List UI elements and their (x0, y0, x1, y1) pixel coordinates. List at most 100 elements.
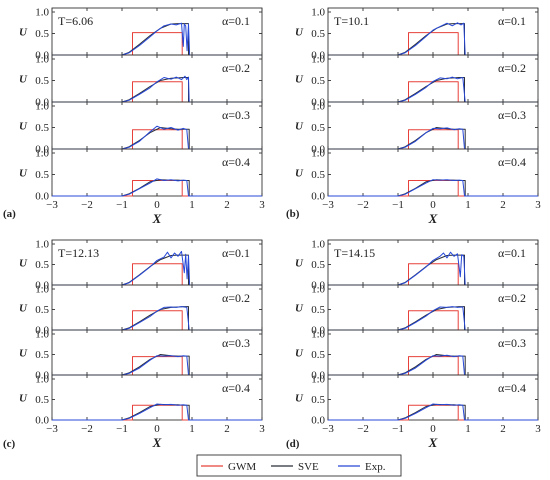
y-tick-label: 0.0 (311, 280, 325, 292)
series-line-exp (52, 355, 262, 376)
y-tick-label: 1.0 (311, 101, 325, 113)
y-tick-label: 0.5 (311, 169, 325, 181)
alpha-label: α=0.2 (222, 291, 250, 305)
y-tick-label: 1.0 (311, 54, 325, 66)
x-tick-label: 3 (535, 423, 541, 435)
y-tick-label: 0.5 (35, 349, 49, 361)
y-tick-label: 0.0 (35, 325, 49, 337)
y-axis-label: U (295, 121, 304, 133)
y-tick-label: 1.0 (311, 374, 325, 386)
y-tick-label: 0.5 (35, 28, 49, 40)
y-tick-label: 1.0 (311, 148, 325, 160)
alpha-label: α=0.1 (222, 246, 250, 260)
x-tick-label: −3 (322, 423, 334, 435)
x-tick-label: 0 (430, 199, 436, 211)
y-tick-label: 1.0 (311, 329, 325, 341)
x-tick-label: −1 (392, 199, 404, 211)
series-line-gwm (328, 263, 538, 286)
y-tick-label: 1.0 (35, 284, 49, 296)
y-axis-label: U (19, 303, 28, 315)
alpha-label: α=0.2 (222, 61, 250, 75)
series-line-sve (328, 354, 538, 376)
alpha-label: α=0.3 (498, 108, 526, 122)
series-line-sve (52, 127, 262, 150)
x-axis-label: X (152, 211, 162, 226)
x-tick-label: 0 (154, 423, 160, 435)
x-axis-label: X (152, 435, 162, 450)
y-tick-label: 1.0 (35, 148, 49, 160)
series-line-sve (52, 306, 262, 331)
y-tick-label: 0.0 (35, 280, 49, 292)
y-axis-label: U (295, 303, 304, 315)
x-tick-label: −1 (116, 199, 128, 211)
y-tick-label: 1.0 (35, 329, 49, 341)
y-axis-label: U (19, 258, 28, 270)
alpha-label: α=0.1 (222, 14, 250, 28)
series-line-exp (328, 179, 538, 197)
y-tick-label: 0.5 (35, 169, 49, 181)
panel-letter: (c) (3, 438, 16, 450)
y-tick-label: 0.0 (35, 144, 49, 156)
time-label: T=12.13 (58, 246, 99, 260)
series-line-sve (52, 77, 262, 103)
x-tick-label: 0 (430, 423, 436, 435)
y-tick-label: 0.5 (311, 304, 325, 316)
panel-letter: (b) (286, 208, 300, 220)
y-tick-label: 1.0 (311, 284, 325, 296)
x-tick-label: 2 (224, 199, 230, 211)
x-tick-label: 3 (259, 199, 265, 211)
x-tick-label: −2 (357, 423, 369, 435)
series-line-sve (328, 127, 538, 150)
x-tick-label: −2 (81, 423, 93, 435)
y-tick-label: 1.0 (35, 374, 49, 386)
y-tick-label: 0.5 (35, 122, 49, 134)
y-tick-label: 0.5 (35, 394, 49, 406)
y-tick-label: 0.0 (311, 325, 325, 337)
y-tick-label: 0.5 (311, 28, 325, 40)
alpha-label: α=0.3 (222, 336, 250, 350)
x-tick-label: 1 (465, 423, 471, 435)
y-axis-label: U (295, 258, 304, 270)
y-tick-label: 0.0 (311, 144, 325, 156)
series-line-exp (328, 354, 538, 376)
series-line-sve (328, 306, 538, 331)
legend-label-gwm: GWM (228, 461, 256, 473)
y-tick-label: 0.0 (35, 97, 49, 109)
alpha-label: α=0.2 (498, 61, 526, 75)
legend-label-sve: SVE (298, 461, 319, 473)
y-tick-label: 0.5 (311, 122, 325, 134)
x-tick-label: −1 (392, 423, 404, 435)
x-tick-label: −1 (116, 423, 128, 435)
series-line-exp (328, 403, 538, 421)
y-tick-label: 0.5 (35, 75, 49, 87)
y-tick-label: 0.0 (35, 191, 49, 203)
y-tick-label: 0.5 (311, 75, 325, 87)
y-tick-label: 1.0 (311, 239, 325, 251)
x-tick-label: 0 (154, 199, 160, 211)
panel-letter: (a) (3, 208, 16, 220)
time-label: T=10.1 (334, 14, 369, 28)
alpha-label: α=0.4 (222, 155, 250, 169)
series-line-gwm (328, 32, 538, 56)
y-tick-label: 0.0 (311, 97, 325, 109)
time-label: T=6.06 (58, 14, 93, 28)
y-tick-label: 0.0 (35, 50, 49, 62)
y-tick-label: 0.5 (311, 259, 325, 271)
series-line-exp (52, 125, 262, 150)
series-line-exp (52, 75, 262, 103)
series-line-sve (52, 23, 262, 56)
series-line-exp (328, 127, 538, 150)
y-tick-label: 0.5 (311, 394, 325, 406)
y-tick-label: 0.0 (311, 415, 325, 427)
y-tick-label: 0.0 (311, 370, 325, 382)
y-tick-label: 1.0 (35, 239, 49, 251)
legend-label-exp: Exp. (365, 461, 386, 473)
y-tick-label: 0.0 (311, 50, 325, 62)
alpha-label: α=0.4 (498, 155, 526, 169)
y-axis-label: U (295, 348, 304, 360)
legend-box (196, 454, 402, 477)
y-axis-label: U (295, 27, 304, 39)
alpha-label: α=0.2 (498, 291, 526, 305)
series-line-exp (328, 22, 538, 56)
